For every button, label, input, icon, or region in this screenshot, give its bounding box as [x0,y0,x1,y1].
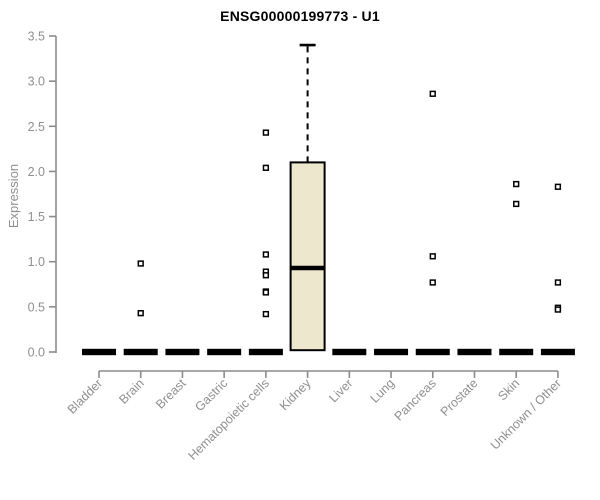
y-tick-label: 3.0 [28,75,45,89]
collapsed-box [332,348,367,356]
collapsed-box [123,348,158,356]
chart-title: ENSG00000199773 - U1 [220,8,380,24]
outlier-point [429,279,436,286]
outlier-point [262,289,270,296]
x-category-label: Kidney [277,376,314,413]
collapsed-box [457,348,492,356]
outlier-point [554,306,562,313]
x-category-label: Hematopoietic cells [185,376,272,463]
outlier-point [429,90,436,97]
outlier-point [262,129,270,136]
outlier-point [513,200,520,208]
collapsed-box [415,348,450,356]
y-tick-label: 2.5 [28,120,45,134]
y-tick-label: 1.0 [28,255,45,269]
x-category-label: Unknown / Other [488,376,564,452]
x-category-label: Brain [116,376,147,407]
y-tick-label: 1.5 [28,210,45,224]
y-tick-label: 0.5 [28,300,45,314]
outlier-point [262,272,270,279]
collapsed-box [540,348,575,356]
collapsed-box [499,348,534,356]
outlier-point [137,310,144,317]
outlier-point [137,260,144,267]
x-category-label: Gastric [192,376,230,414]
y-tick-label: 0.0 [28,346,45,360]
collapsed-box [207,348,242,356]
x-category-label: Prostate [438,376,481,419]
collapsed-box [248,348,283,356]
outlier-point [554,183,562,190]
x-category-label: Bladder [65,376,105,416]
outlier-point [513,180,520,188]
outlier-point [262,251,270,258]
collapsed-box [374,348,409,356]
outlier-point [429,253,436,260]
x-category-label: Liver [326,376,355,405]
x-category-label: Skin [495,376,522,403]
outlier-point [554,279,562,286]
collapsed-box [165,348,200,356]
y-tick-label: 2.0 [28,165,45,179]
x-category-label: Lung [368,376,398,406]
outlier-point [262,164,270,171]
outlier-point [262,310,270,318]
y-tick-label: 3.5 [28,30,45,44]
collapsed-box [82,348,116,356]
y-axis-label: Expression [6,163,21,229]
x-category-label: Pancreas [392,376,439,423]
box-body [289,161,326,352]
x-category-label: Breast [153,376,189,412]
